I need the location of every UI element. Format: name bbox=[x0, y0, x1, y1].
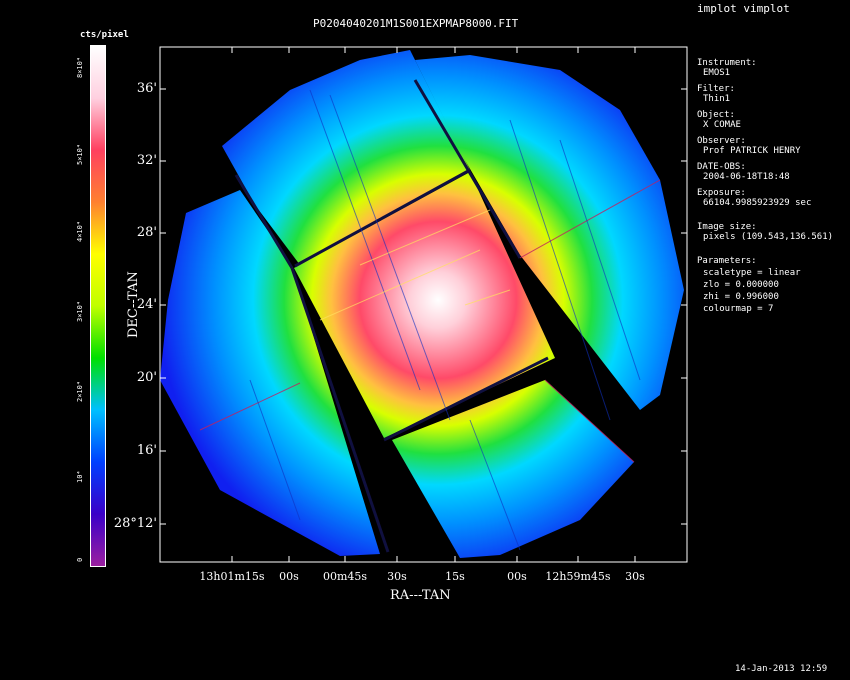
size-value: pixels (109.543,136.561) bbox=[703, 232, 834, 242]
observer-label: Observer: bbox=[697, 136, 746, 146]
x-tick-label: 30s bbox=[625, 570, 645, 583]
object-value: X COMAE bbox=[703, 120, 741, 130]
colorbar-units: cts/pixel bbox=[80, 30, 129, 40]
ccd-central bbox=[294, 172, 555, 438]
param-scaletype: scaletype = linear bbox=[703, 268, 801, 278]
x-tick-label: 12h59m45s bbox=[545, 570, 611, 583]
timestamp: 14-Jan-2013 12:59 bbox=[735, 664, 828, 674]
ccd-outer-right bbox=[415, 55, 684, 410]
x-tick-label: 30s bbox=[387, 570, 407, 583]
y-tick-label: 32' bbox=[136, 153, 157, 168]
x-tick-label: 13h01m15s bbox=[199, 570, 265, 583]
info-panel: Instrument: EMOS1 Filter: Thin1 Object: … bbox=[697, 58, 833, 314]
object-label: Object: bbox=[697, 110, 735, 120]
param-colourmap: colourmap = 7 bbox=[703, 304, 774, 314]
ccd-outer-left bbox=[160, 190, 380, 556]
y-tick-label: 28°12' bbox=[113, 516, 157, 531]
y-tick-label: 24' bbox=[136, 297, 157, 312]
filter-value: Thin1 bbox=[703, 94, 731, 104]
y-tick-label: 16' bbox=[136, 443, 157, 458]
ccd-outer-top bbox=[222, 50, 470, 265]
date-label: DATE-OBS: bbox=[697, 162, 746, 172]
x-tick-label: 00s bbox=[279, 570, 299, 583]
observer-value: Prof PATRICK HENRY bbox=[703, 146, 801, 156]
param-zlo: zlo = 0.000000 bbox=[703, 280, 779, 290]
x-axis-label: RA---TAN bbox=[390, 588, 451, 603]
exposure-value: 66104.9985923929 sec bbox=[703, 198, 812, 208]
params-label: Parameters: bbox=[697, 256, 757, 266]
x-tick-label: 00s bbox=[507, 570, 527, 583]
filter-label: Filter: bbox=[697, 84, 735, 94]
x-tick-label: 00m45s bbox=[322, 570, 368, 583]
y-tick-label: 36' bbox=[136, 81, 157, 96]
x-tick-label: 15s bbox=[445, 570, 465, 583]
y-axis-label: DEC--TAN bbox=[126, 271, 141, 338]
plot-title: P0204040201M1S001EXPMAP8000.FIT bbox=[313, 17, 519, 30]
instrument-label: Instrument: bbox=[697, 58, 757, 68]
size-label: Image size: bbox=[697, 222, 757, 232]
date-value: 2004-06-18T18:48 bbox=[703, 172, 790, 182]
app-title: implot vimplot bbox=[697, 2, 790, 15]
colorbar bbox=[90, 45, 106, 567]
instrument-value: EMOS1 bbox=[703, 68, 731, 78]
y-tick-label: 28' bbox=[136, 225, 157, 240]
ccd-outer-bottom bbox=[392, 380, 634, 558]
param-zhi: zhi = 0.996000 bbox=[703, 292, 779, 302]
exposure-label: Exposure: bbox=[697, 188, 746, 198]
y-tick-label: 20' bbox=[136, 370, 157, 385]
